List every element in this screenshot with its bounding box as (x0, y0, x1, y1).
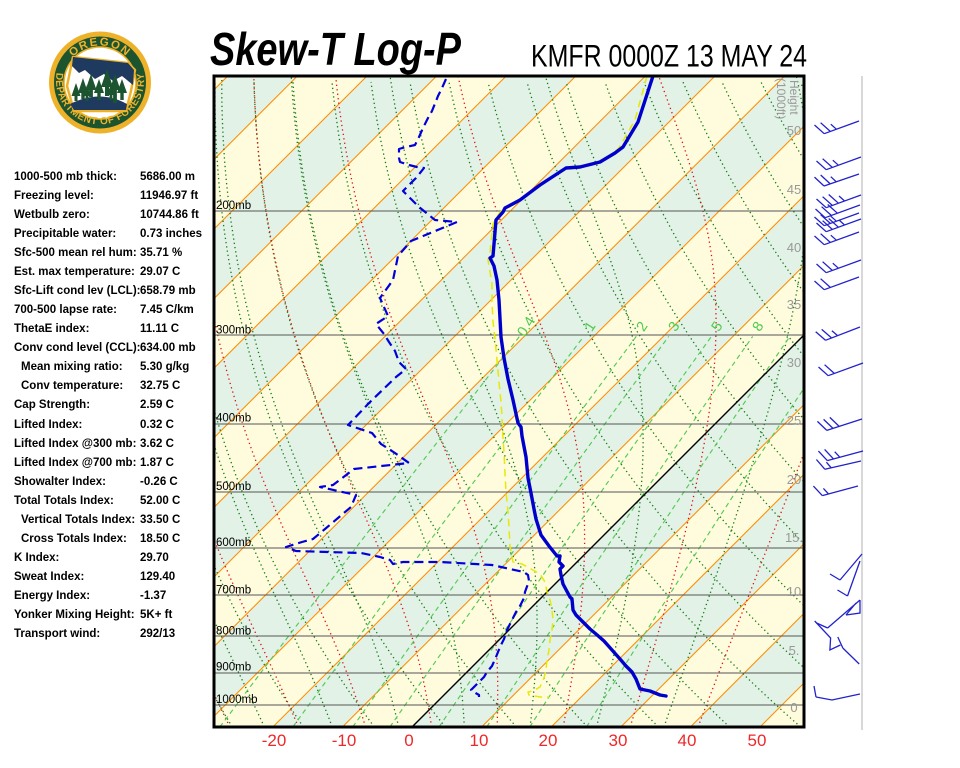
svg-text:800mb: 800mb (216, 625, 251, 637)
svg-text:658.79 mb: 658.79 mb (140, 285, 196, 297)
svg-text:600mb: 600mb (216, 537, 251, 549)
svg-text:700-500 lapse rate:: 700-500 lapse rate: (14, 304, 117, 316)
svg-text:ThetaE index:: ThetaE index: (14, 323, 89, 335)
svg-text:Vertical Totals Index:: Vertical Totals Index: (21, 514, 135, 526)
svg-text:Cap Strength:: Cap Strength: (14, 399, 90, 411)
svg-text:40: 40 (787, 240, 801, 255)
svg-text:Freezing level:: Freezing level: (14, 190, 94, 202)
svg-text:0: 0 (790, 700, 797, 715)
svg-text:35.71 %: 35.71 % (140, 247, 182, 259)
svg-text:Cross Totals Index:: Cross Totals Index: (21, 533, 127, 545)
svg-text:5K+ ft: 5K+ ft (140, 609, 172, 621)
svg-text:10744.86 ft: 10744.86 ft (140, 209, 199, 221)
svg-text:11.11 C: 11.11 C (140, 323, 179, 335)
svg-text:30: 30 (787, 355, 801, 370)
svg-text:2.59 C: 2.59 C (140, 399, 174, 411)
svg-text:Conv cond level (CCL):: Conv cond level (CCL): (14, 342, 141, 354)
svg-text:634.00 mb: 634.00 mb (140, 342, 196, 354)
svg-text:-1.37: -1.37 (140, 590, 166, 602)
svg-text:700mb: 700mb (216, 584, 251, 596)
svg-text:1000-500 mb thick:: 1000-500 mb thick: (14, 171, 117, 183)
svg-text:292/13: 292/13 (140, 628, 175, 640)
svg-text:33.50 C: 33.50 C (140, 514, 180, 526)
svg-text:11946.97 ft: 11946.97 ft (140, 190, 198, 202)
svg-text:Precipitable water:: Precipitable water: (14, 228, 116, 240)
svg-text:3.62 C: 3.62 C (140, 438, 174, 450)
svg-text:Energy Index:: Energy Index: (14, 590, 90, 602)
svg-text:0.73 inches: 0.73 inches (140, 228, 202, 240)
svg-text:Height: Height (787, 80, 801, 115)
svg-text:Mean mixing ratio:: Mean mixing ratio: (21, 361, 123, 373)
svg-text:Est. max temperature:: Est. max temperature: (14, 266, 135, 278)
svg-text:-10: -10 (332, 731, 357, 750)
svg-text:20: 20 (787, 472, 801, 487)
svg-text:10: 10 (470, 731, 489, 750)
svg-text:Skew-T Log-P: Skew-T Log-P (210, 23, 461, 75)
svg-text:29.70: 29.70 (140, 552, 169, 564)
svg-text:20: 20 (539, 731, 558, 750)
svg-text:Total Totals Index:: Total Totals Index: (14, 495, 114, 507)
svg-text:52.00 C: 52.00 C (140, 495, 180, 507)
svg-text:Sfc-Lift cond lev (LCL):: Sfc-Lift cond lev (LCL): (14, 285, 141, 297)
svg-text:Lifted Index:: Lifted Index: (14, 419, 82, 431)
svg-text:-0.26 C: -0.26 C (140, 476, 178, 488)
svg-text:Sfc-500 mean rel hum:: Sfc-500 mean rel hum: (14, 247, 137, 259)
svg-text:29.07 C: 29.07 C (140, 266, 180, 278)
svg-text:Showalter Index:: Showalter Index: (14, 476, 106, 488)
svg-text:KMFR 0000Z 13 MAY 24: KMFR 0000Z 13 MAY 24 (531, 38, 807, 74)
svg-text:129.40: 129.40 (140, 571, 175, 583)
svg-text:Lifted Index @300 mb:: Lifted Index @300 mb: (14, 438, 136, 450)
svg-text:Conv temperature:: Conv temperature: (21, 380, 123, 392)
svg-text:35: 35 (787, 297, 801, 312)
svg-text:Wetbulb zero:: Wetbulb zero: (14, 209, 90, 221)
svg-text:-20: -20 (262, 731, 287, 750)
svg-text:0: 0 (404, 731, 413, 750)
svg-text:32.75 C: 32.75 C (140, 380, 180, 392)
svg-text:300mb: 300mb (216, 324, 251, 336)
svg-text:5686.00 m: 5686.00 m (140, 171, 195, 183)
svg-text:50: 50 (748, 731, 767, 750)
svg-text:1.87 C: 1.87 C (140, 457, 174, 469)
svg-text:Sweat Index:: Sweat Index: (14, 571, 84, 583)
svg-text:5.30 g/kg: 5.30 g/kg (140, 361, 189, 373)
svg-text:Yonker Mixing Height:: Yonker Mixing Height: (14, 609, 135, 621)
svg-text:7.45 C/km: 7.45 C/km (140, 304, 194, 316)
svg-text:K Index:: K Index: (14, 552, 59, 564)
svg-text:Transport wind:: Transport wind: (14, 628, 100, 640)
svg-text:10: 10 (787, 584, 801, 599)
svg-text:(1000ft): (1000ft) (774, 78, 788, 119)
svg-text:25: 25 (787, 413, 801, 428)
svg-text:400mb: 400mb (216, 413, 251, 425)
svg-text:30: 30 (609, 731, 628, 750)
svg-text:0.32 C: 0.32 C (140, 419, 174, 431)
svg-text:40: 40 (678, 731, 697, 750)
svg-text:900mb: 900mb (216, 661, 251, 673)
svg-text:50: 50 (787, 123, 801, 138)
svg-text:5.: 5. (789, 643, 800, 658)
svg-text:18.50 C: 18.50 C (140, 533, 180, 545)
svg-text:Lifted Index @700 mb:: Lifted Index @700 mb: (14, 457, 136, 469)
svg-text:45: 45 (787, 182, 801, 197)
svg-text:15.: 15. (785, 530, 803, 545)
svg-text:200mb: 200mb (216, 200, 251, 212)
svg-text:1000mb: 1000mb (216, 694, 258, 706)
svg-text:500mb: 500mb (216, 481, 251, 493)
